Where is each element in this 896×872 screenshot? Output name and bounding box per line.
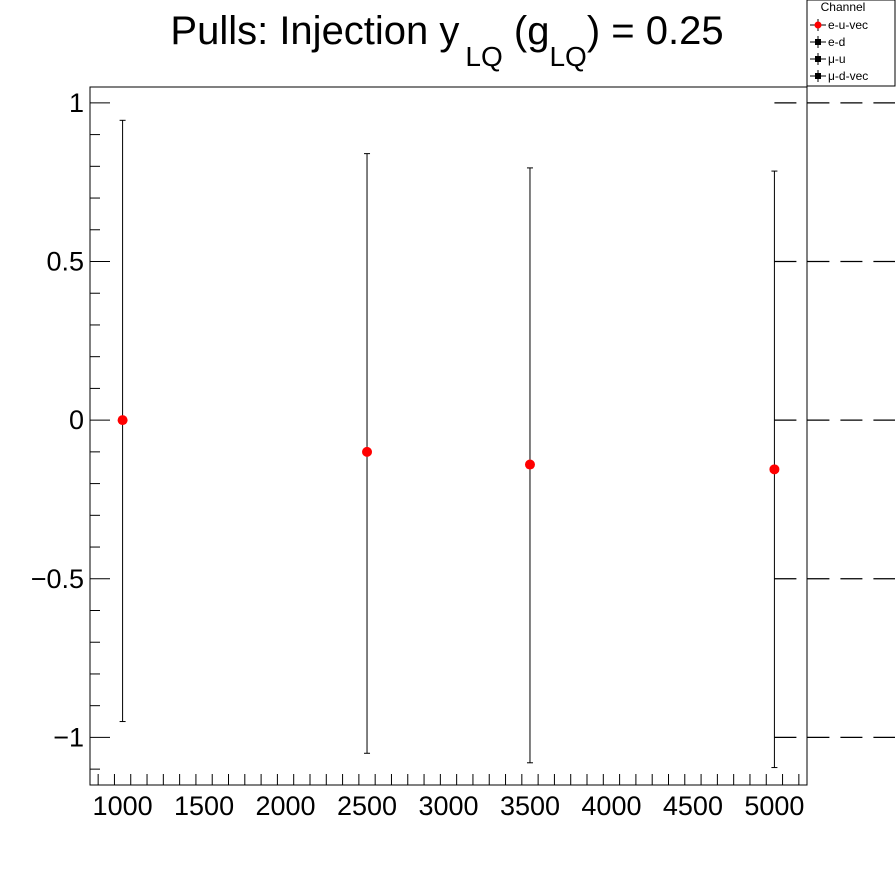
- y-tick-label: 1: [69, 88, 84, 118]
- title-sub1: LQ: [465, 41, 502, 72]
- title-mid: (g: [503, 9, 550, 53]
- x-tick-label: 2500: [337, 791, 397, 821]
- series-layer: [117, 119, 780, 769]
- y-tick-label: 0.5: [46, 247, 84, 277]
- reference-lines: [774, 102, 895, 739]
- x-tick-label: 3500: [500, 791, 560, 821]
- x-tick-label: 1000: [93, 791, 153, 821]
- legend-label: e-d: [828, 35, 845, 49]
- y-tick-label: 0: [69, 405, 84, 435]
- title-main: Pulls: Injection y: [170, 9, 459, 53]
- x-tick-label: 1500: [174, 791, 234, 821]
- x-tick-label: 3000: [418, 791, 478, 821]
- data-point: [524, 459, 535, 470]
- y-tick-label: −1: [53, 722, 84, 752]
- y-tick-label: −0.5: [31, 564, 84, 594]
- chart-title: Pulls: Injection yLQ (gLQ) = 0.25: [170, 9, 723, 72]
- x-tick-label: 4500: [663, 791, 723, 821]
- x-axis: 1000 1500 2000 2500 3000 3500 4000 4500 5000: [93, 774, 804, 821]
- x-tick-label: 2000: [256, 791, 316, 821]
- plot-frame: [89, 86, 808, 786]
- legend-title: Channel: [821, 0, 866, 14]
- y-axis: 1 0.5 0 −0.5 −1: [31, 88, 110, 770]
- data-point: [769, 464, 780, 475]
- legend-label: μ-u: [828, 52, 846, 66]
- legend-marker: [815, 56, 821, 62]
- title-end: ) = 0.25: [587, 9, 724, 53]
- legend-box: [806, 0, 896, 87]
- legend-marker: [815, 73, 821, 79]
- data-point: [362, 446, 373, 457]
- legend-marker: [815, 39, 821, 45]
- x-tick-label: 4000: [581, 791, 641, 821]
- legend-entries: e-u-vec e-d μ-u μ-d-vec: [810, 18, 868, 83]
- title-sub2: LQ: [549, 41, 586, 72]
- data-point: [117, 415, 128, 426]
- legend: Channel e-u-vec e-d μ-u μ-d-vec: [806, 0, 896, 87]
- legend-label: μ-d-vec: [828, 69, 868, 83]
- x-tick-label: 5000: [744, 791, 804, 821]
- legend-label: e-u-vec: [828, 18, 868, 32]
- legend-marker: [814, 21, 822, 29]
